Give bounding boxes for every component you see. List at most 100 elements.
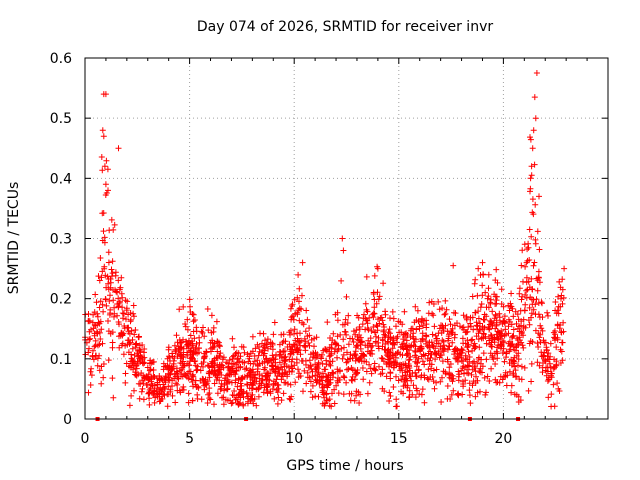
data-point [174,370,181,376]
data-point [321,383,328,390]
data-point [218,385,225,392]
data-point [446,343,453,350]
data-point [129,345,136,352]
data-point [423,317,430,324]
data-point [262,337,268,344]
data-point [306,357,313,364]
data-point [250,360,257,367]
data-point [554,380,561,387]
data-point [351,351,358,357]
data-point [479,282,486,289]
data-point [530,127,537,134]
data-point [374,289,381,296]
data-point [364,320,371,327]
data-point [490,319,497,326]
data-point [287,346,293,353]
data-point [528,378,535,385]
data-point [318,374,325,381]
data-point [206,374,213,381]
data-point [447,321,454,328]
data-point [393,396,400,403]
data-point [441,345,448,352]
data-point [103,190,110,196]
data-point [234,355,241,362]
data-point [209,364,215,371]
data-point [262,356,269,363]
data-point [98,326,105,333]
data-point [111,221,118,228]
data-point [360,376,367,383]
data-point [244,382,251,388]
data-point [326,396,333,403]
data-point [494,328,501,335]
data-point [209,339,216,346]
data-point [530,296,537,303]
data-point [226,367,233,374]
data-point [204,306,211,312]
data-point [493,331,500,338]
data-point [123,316,129,323]
data-point [515,362,521,369]
data-point [560,319,567,326]
data-point [260,389,267,396]
data-point [151,399,158,406]
data-point [433,366,440,373]
data-point [520,316,527,323]
data-point [326,344,333,351]
data-point [134,358,141,365]
data-point [528,172,535,179]
data-point [402,364,409,371]
data-point [554,322,561,329]
data-point [506,368,513,375]
data-point [139,385,146,392]
data-point [331,386,338,393]
data-point [489,308,496,315]
data-point [516,323,523,330]
data-point [526,304,533,311]
data-point [315,359,322,366]
data-point [412,394,419,401]
data-point [204,400,211,406]
data-point [202,381,209,388]
data-point [485,285,492,292]
data-point [554,334,561,341]
data-point [105,259,112,266]
data-point [323,357,330,364]
data-point [543,372,550,379]
data-point [375,316,381,323]
data-point [154,375,160,382]
data-point [357,391,364,398]
data-point [187,303,193,310]
data-point [555,385,562,392]
data-point [294,346,301,353]
data-point [187,368,194,375]
data-point [379,355,386,362]
data-point [287,351,294,358]
y-axis-label: SRMTID / TECUs [6,182,22,295]
data-point [145,377,152,383]
data-point [397,344,404,351]
data-point [399,373,406,379]
data-point [444,358,451,365]
data-point [208,312,215,319]
data-point [515,350,522,357]
data-point [337,331,344,338]
data-point [371,296,378,303]
data-point [211,343,218,350]
data-point [349,366,356,373]
data-point [299,292,305,299]
data-point [533,296,540,303]
data-point [330,330,337,337]
data-point [387,369,394,376]
data-point [376,293,383,300]
data-point [479,369,485,376]
data-point [399,321,406,328]
data-point [423,332,429,339]
data-point [386,398,393,404]
data-point [227,397,234,404]
data-point [419,336,426,343]
data-point [182,372,189,379]
data-point [200,363,206,370]
data-point [304,316,311,323]
data-point [410,382,417,389]
